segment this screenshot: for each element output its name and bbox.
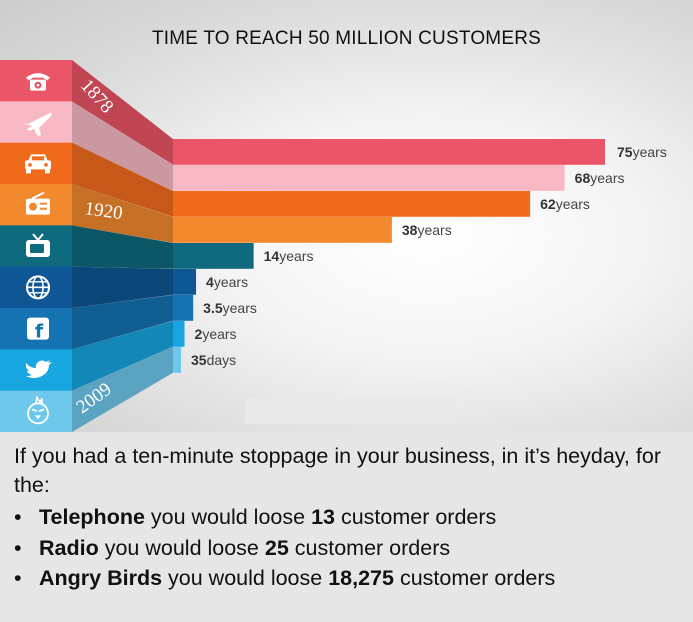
year-label: 1920 (83, 198, 124, 224)
caption-item-end: customer orders (393, 566, 556, 590)
ribbon-segment (72, 60, 173, 165)
caption-intro: If you had a ten-minute stoppage in your… (14, 444, 661, 497)
ribbon-segment (72, 184, 173, 243)
bar (173, 243, 254, 269)
facebook-icon: f (27, 317, 49, 343)
chart-canvas: f 75years 68years 62years 38years 14years 4ye… (0, 60, 667, 432)
telephone-icon (26, 73, 50, 91)
svg-text:f: f (35, 321, 44, 343)
bar (173, 321, 185, 347)
value-label: 14years (264, 248, 314, 264)
caption-list: • Telephone you would loose 13 customer o… (14, 502, 555, 594)
floor-shadow (245, 398, 455, 424)
ribbon-segment (72, 225, 173, 269)
ribbon-segment (72, 321, 173, 391)
airplane-icon (25, 112, 52, 136)
globe-icon (26, 275, 50, 300)
value-label: 35days (191, 352, 236, 368)
caption-item-count: 25 (264, 535, 289, 560)
caption-item: • Radio you would loose 25 customer order… (14, 533, 555, 564)
caption-item-end: customer orders (288, 535, 451, 560)
caption-item-count: 13 (311, 505, 335, 529)
bar (173, 347, 181, 373)
ribbon-segment (72, 295, 173, 350)
infographic-panel: f 75years 68years 62years 38years 14years 4ye… (0, 0, 693, 432)
value-label: 2years (195, 326, 237, 342)
caption-item: • Telephone you would loose 13 customer o… (14, 502, 555, 533)
value-label: 75years (617, 144, 667, 160)
value-label: 3.5years (203, 300, 257, 316)
bar (173, 295, 194, 321)
bullet: • (14, 535, 22, 560)
ribbon-segment (72, 142, 173, 217)
radio-icon (26, 191, 50, 215)
caption-item-middle: you would loose (98, 535, 265, 560)
caption-item-name: Radio (39, 535, 99, 560)
chart-title: TIME TO REACH 50 MILLION CUSTOMERS (152, 28, 541, 49)
ribbon-segment (72, 347, 173, 432)
caption-item-name: Telephone (39, 505, 145, 529)
bullet: • (14, 505, 22, 529)
twitter-icon (25, 360, 53, 378)
tv-icon (26, 233, 50, 257)
value-label: 4years (206, 274, 248, 290)
caption-panel: If you had a ten-minute stoppage in your… (0, 432, 693, 622)
bar (173, 191, 531, 217)
caption-item-name: Angry Birds (39, 566, 163, 590)
caption-item-count: 18,275 (328, 566, 394, 590)
value-label: 38years (402, 222, 452, 238)
caption-item-middle: you would loose (144, 505, 312, 529)
caption-item: • Angry Birds you would loose 18,275 cust… (14, 563, 555, 594)
caption-item-end: customer orders (334, 505, 497, 529)
value-label: 68years (575, 170, 625, 186)
bar (173, 217, 392, 243)
ribbon-segment (72, 266, 173, 308)
value-label: 62years (540, 196, 590, 212)
caption-item-middle: you would loose (162, 566, 329, 590)
bullet: • (14, 566, 22, 590)
angry-bird-icon (27, 395, 49, 425)
car-icon (25, 154, 51, 174)
bar (173, 269, 197, 295)
bar (173, 165, 565, 191)
ribbon-segment (72, 101, 173, 191)
bar (173, 139, 605, 165)
